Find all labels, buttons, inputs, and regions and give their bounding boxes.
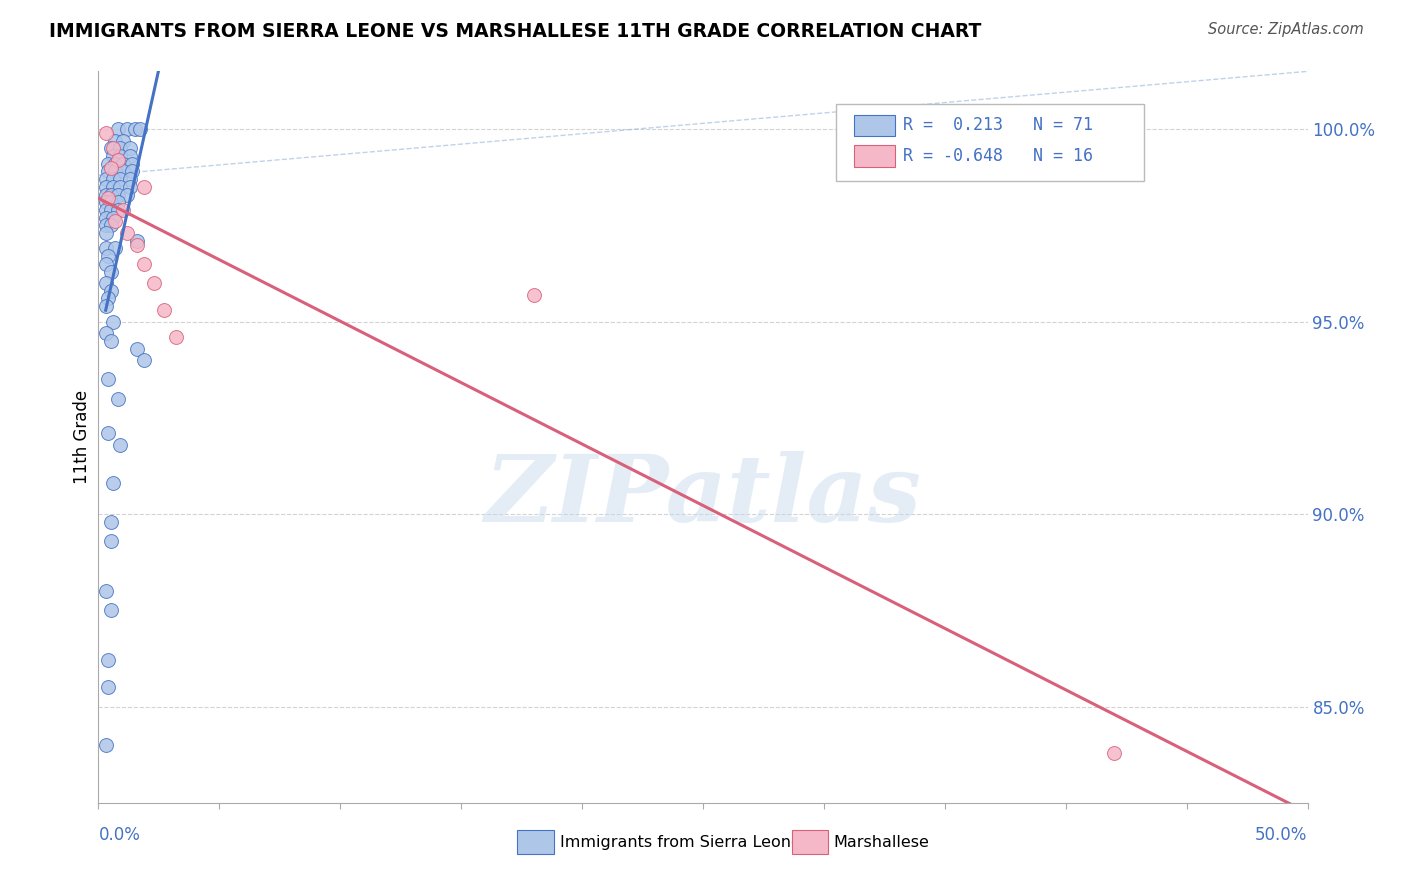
Point — [104, 242, 127, 256]
Text: Marshallese: Marshallese — [834, 835, 929, 849]
Point — [111, 134, 134, 148]
Point — [124, 122, 146, 136]
Point — [108, 141, 131, 155]
Point — [97, 157, 120, 171]
Point — [100, 219, 122, 233]
Text: R =  0.213   N = 71: R = 0.213 N = 71 — [903, 117, 1092, 135]
Text: 50.0%: 50.0% — [1256, 826, 1308, 844]
Point — [111, 164, 134, 178]
Point — [94, 179, 117, 194]
Point — [97, 653, 120, 667]
Text: IMMIGRANTS FROM SIERRA LEONE VS MARSHALLESE 11TH GRADE CORRELATION CHART: IMMIGRANTS FROM SIERRA LEONE VS MARSHALL… — [49, 22, 981, 41]
Point — [118, 141, 141, 155]
Point — [104, 157, 127, 171]
Text: 0.0%: 0.0% — [98, 826, 141, 844]
Point — [94, 326, 117, 340]
Point — [523, 287, 546, 301]
Text: R = -0.648   N = 16: R = -0.648 N = 16 — [903, 147, 1092, 165]
Point — [104, 214, 127, 228]
Point — [94, 738, 117, 752]
Point — [100, 284, 122, 298]
Point — [152, 303, 174, 318]
Point — [97, 191, 120, 205]
Point — [100, 515, 122, 529]
Point — [128, 122, 150, 136]
Point — [108, 149, 131, 163]
Point — [94, 195, 117, 210]
Text: ZIPatlas: ZIPatlas — [485, 450, 921, 541]
Point — [134, 179, 156, 194]
Point — [94, 584, 117, 599]
Point — [121, 164, 143, 178]
Point — [94, 126, 117, 140]
Point — [94, 299, 117, 313]
Point — [94, 276, 117, 290]
Point — [111, 157, 134, 171]
Point — [94, 257, 117, 271]
Point — [97, 292, 120, 306]
Point — [107, 202, 129, 217]
Point — [107, 153, 129, 167]
Point — [1102, 746, 1125, 760]
Text: Immigrants from Sierra Leone: Immigrants from Sierra Leone — [560, 835, 800, 849]
Point — [165, 330, 187, 344]
Y-axis label: 11th Grade: 11th Grade — [73, 390, 91, 484]
Point — [100, 534, 122, 549]
Point — [107, 392, 129, 406]
Point — [101, 172, 124, 186]
Point — [117, 187, 139, 202]
Point — [107, 195, 129, 210]
Point — [127, 234, 149, 248]
Point — [97, 372, 120, 386]
Point — [118, 179, 141, 194]
Point — [94, 187, 117, 202]
Point — [97, 249, 120, 263]
Point — [107, 187, 129, 202]
Point — [97, 681, 120, 695]
Point — [94, 219, 117, 233]
Point — [101, 149, 124, 163]
Point — [101, 211, 124, 225]
Point — [127, 342, 149, 356]
Point — [104, 164, 127, 178]
Point — [111, 202, 134, 217]
Point — [143, 276, 166, 290]
Point — [100, 264, 122, 278]
Point — [97, 426, 120, 441]
Point — [108, 172, 131, 186]
FancyBboxPatch shape — [855, 145, 896, 167]
Text: Source: ZipAtlas.com: Source: ZipAtlas.com — [1208, 22, 1364, 37]
Point — [117, 226, 139, 240]
Point — [100, 195, 122, 210]
Point — [101, 141, 124, 155]
Point — [101, 179, 124, 194]
Point — [121, 157, 143, 171]
Point — [97, 164, 120, 178]
Point — [117, 122, 139, 136]
Point — [108, 179, 131, 194]
Point — [118, 172, 141, 186]
Point — [101, 476, 124, 491]
Point — [94, 172, 117, 186]
FancyBboxPatch shape — [855, 114, 896, 136]
Point — [94, 211, 117, 225]
Point — [104, 134, 127, 148]
Point — [127, 237, 149, 252]
Point — [100, 202, 122, 217]
Point — [134, 257, 156, 271]
Point — [118, 149, 141, 163]
Point — [100, 141, 122, 155]
Point — [100, 161, 122, 175]
Point — [94, 226, 117, 240]
Point — [94, 202, 117, 217]
FancyBboxPatch shape — [837, 104, 1144, 181]
Point — [94, 242, 117, 256]
Point — [100, 334, 122, 348]
Point — [134, 353, 156, 368]
Point — [100, 603, 122, 617]
Point — [108, 438, 131, 452]
Point — [101, 315, 124, 329]
Point — [100, 187, 122, 202]
Point — [107, 122, 129, 136]
